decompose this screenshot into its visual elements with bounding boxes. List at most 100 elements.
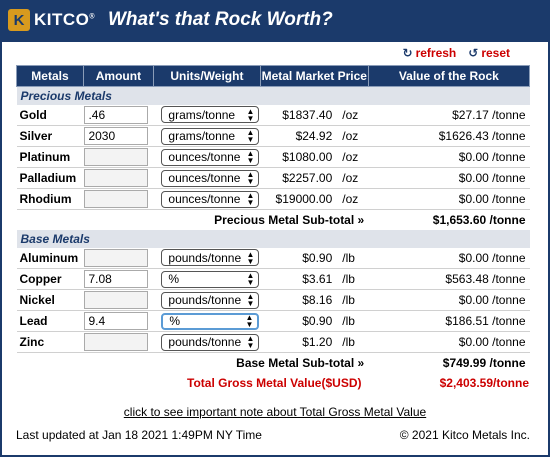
unit-cell: pounds/tonne ▲ ▼ [153,289,261,311]
rock-value: $0.00 /tonne [368,146,530,168]
amount-input[interactable] [84,105,149,124]
market-price: $2257.00 [260,167,337,189]
unit-select-value: ounces/tonne [168,150,241,164]
metal-name: Gold [16,104,84,126]
kitco-logo-mark-icon: K [8,9,30,31]
col-market-price: Metal Market Price [259,65,369,87]
amount-cell [83,331,154,353]
price-unit: /lb [336,247,369,269]
unit-cell: % ▲ ▼ [153,310,261,332]
rock-value-table: Metals Amount Units/Weight Metal Market … [16,65,531,373]
price-unit: /lb [336,331,369,353]
col-units-weight: Units/Weight [152,65,261,87]
market-price: $3.61 [260,268,337,290]
subtotal-value: $749.99 /tonne [442,355,526,370]
market-price: $8.16 [260,289,337,311]
unit-select[interactable]: % ▲ ▼ [161,270,260,288]
amount-input[interactable] [84,333,149,351]
kitco-logo-text: KITCO® [34,10,96,29]
unit-select-value: grams/tonne [168,107,236,122]
reset-link[interactable]: ↺ reset [468,46,510,60]
content-frame [0,42,550,457]
amount-input[interactable] [84,248,149,267]
amount-input[interactable] [84,270,149,288]
amount-input[interactable] [84,190,149,208]
unit-select[interactable]: % ▲ ▼ [161,312,260,330]
metal-row: Gold grams/tonne ▲▼ $1837.40 /oz $27.17 … [16,104,530,126]
unit-cell: % ▲ ▼ [153,268,261,290]
unit-select[interactable]: pounds/tonne ▲ ▼ [161,249,260,267]
market-price: $24.92 [260,125,337,147]
amount-cell [83,125,154,147]
metal-name: Lead [16,310,84,332]
unit-cell: ounces/tonne ▲ ▼ [153,167,261,189]
unit-select-value: % [168,272,180,286]
rock-value: $186.51 /tonne [368,310,530,332]
subtotal-label: Base Metal Sub-total » [236,355,365,370]
unit-select[interactable]: pounds/tonne ▲ ▼ [161,333,260,351]
market-price: $19000.00 [260,188,337,210]
precious-section-header: Precious Metals [16,86,530,105]
subtotal-value: $1,653.60 /tonne [432,212,526,227]
unit-cell: ounces/tonne ▲ ▼ [153,188,261,210]
rock-value: $563.48 /tonne [368,268,530,290]
col-rock-value: Value of the Rock [367,65,531,87]
amount-cell [83,247,154,269]
unit-select[interactable]: ounces/tonne ▲ ▼ [161,148,260,166]
amount-cell [83,289,154,311]
unit-cell: grams/tonne ▲ ▼ [153,125,261,147]
reset-label: reset [481,46,510,60]
metal-row: Nickel pounds/tonne ▲ ▼ $8.16 /lb $0.00 /… [16,289,530,311]
price-unit: /oz [336,104,369,126]
select-arrows-icon: ▲ ▼ [245,313,254,329]
refresh-link[interactable]: ↻ refresh [403,46,457,60]
col-amount: Amount [82,65,154,87]
gross-note-link[interactable]: click to see important note about Total … [123,405,427,419]
price-unit: /oz [336,125,369,147]
unit-cell: pounds/tonne ▲ ▼ [153,247,261,269]
unit-cell: grams/tonne ▲ ▼ [153,104,261,126]
amount-input[interactable] [84,148,149,166]
rock-value: $0.00 /tonne [368,247,530,269]
select-arrows-icon: ▲ ▼ [246,149,255,165]
rock-value: $0.00 /tonne [368,289,530,311]
amount-input[interactable] [84,312,149,330]
kitco-logo[interactable]: K KITCO® [8,8,95,32]
unit-select[interactable]: pounds/tonne ▲ ▼ [161,291,260,309]
gross-total-value: $2,403.59/tonne [439,376,529,390]
unit-select-value: grams/tonne [168,129,236,143]
amount-input[interactable] [84,169,149,187]
price-unit: /oz [336,167,369,189]
select-arrows-icon: ▲ ▼ [246,170,255,186]
unit-select-value: pounds/tonne [168,293,242,307]
unit-select-value: ounces/tonne [168,192,241,206]
copyright: © 2021 Kitco Metals Inc. [399,428,530,442]
amount-input[interactable] [84,291,149,309]
select-arrows-icon: ▲ ▼ [246,292,255,308]
reset-icon: ↺ [468,46,479,60]
gross-total-label: Total Gross Metal Value($USD) [187,376,362,390]
select-arrows-icon: ▲ ▼ [246,106,255,123]
metal-name: Platinum [16,146,84,168]
refresh-icon: ↻ [402,46,413,60]
table-header: Metals Amount Units/Weight Metal Market … [16,65,531,87]
amount-input[interactable] [84,127,149,145]
unit-select[interactable]: grams/tonne ▲ ▼ [161,127,260,145]
precious-subtotal-row: Precious Metal Sub-total » $1,653.60 /to… [17,210,530,230]
amount-cell [83,268,154,290]
select-arrows-icon: ▲ ▼ [246,249,255,266]
unit-select[interactable]: ounces/tonne ▲ ▼ [161,169,260,187]
unit-select[interactable]: ounces/tonne ▲ ▼ [161,190,260,208]
unit-select[interactable]: grams/tonne ▲ ▼ [161,106,260,124]
amount-cell [83,188,154,210]
price-unit: /oz [336,188,369,210]
unit-select-value: ounces/tonne [168,171,241,185]
metal-row: Zinc pounds/tonne ▲ ▼ $1.20 /lb $0.00 /to… [16,331,530,353]
refresh-label: refresh [415,46,457,60]
section-label: Base Metals [16,229,530,248]
market-price: $1080.00 [260,146,337,168]
select-arrows-icon: ▲ ▼ [246,191,255,207]
subtotal-label: Precious Metal Sub-total » [214,212,365,227]
metal-row: Palladium ounces/tonne ▲ ▼ $2257.00 /oz $… [16,167,530,189]
metal-row: Copper % ▲▼ $3.61 /lb $563.48 /tonne [16,268,530,290]
